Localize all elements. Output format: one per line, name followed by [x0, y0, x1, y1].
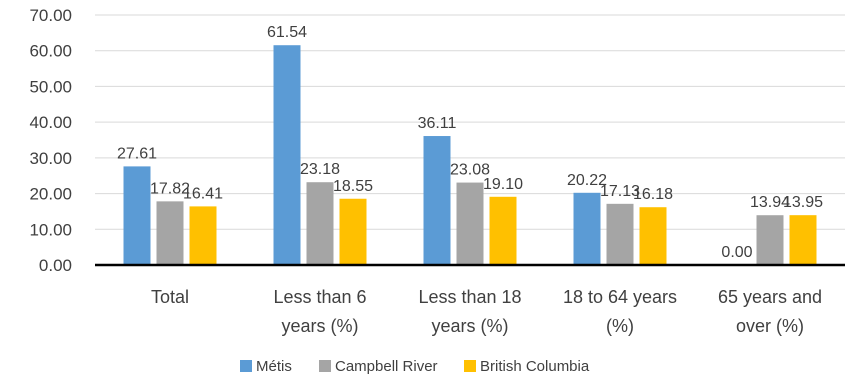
data-label: 16.18 [633, 186, 673, 203]
bar [123, 166, 151, 265]
data-label: 13.95 [783, 194, 823, 211]
data-label: 0.00 [721, 244, 752, 261]
legend-label: Métis [256, 358, 292, 375]
y-tick-label: 60.00 [29, 42, 72, 61]
x-tick-label: years (%) [431, 316, 508, 336]
y-tick-label: 40.00 [29, 113, 72, 132]
x-tick-label: Less than 18 [418, 287, 521, 307]
x-tick-label: 65 years and [718, 287, 822, 307]
y-tick-label: 50.00 [29, 77, 72, 96]
x-tick-label: years (%) [281, 316, 358, 336]
data-label: 61.54 [267, 24, 307, 41]
data-label: 13.94 [750, 194, 790, 211]
legend-label: British Columbia [480, 358, 590, 375]
bar [789, 215, 817, 265]
legend-label: Campbell River [335, 358, 438, 375]
y-tick-label: 0.00 [39, 256, 72, 275]
legend-swatch [240, 360, 252, 372]
bar [756, 215, 784, 265]
data-label: 19.10 [483, 176, 523, 193]
data-label: 36.11 [418, 115, 457, 132]
data-label: 16.41 [183, 185, 223, 202]
x-tick-label: Less than 6 [273, 287, 366, 307]
bar [639, 207, 667, 265]
x-tick-label: 18 to 64 years [563, 287, 677, 307]
data-label: 18.55 [333, 178, 373, 195]
y-tick-label: 30.00 [29, 149, 72, 168]
legend-swatch [319, 360, 331, 372]
bar [423, 136, 451, 265]
x-tick-label: (%) [606, 316, 634, 336]
data-label: 17.13 [600, 183, 640, 200]
bar [273, 45, 301, 265]
data-label: 23.08 [450, 162, 490, 179]
bar [573, 192, 601, 265]
x-tick-label: over (%) [736, 316, 804, 336]
bar [606, 203, 634, 265]
bar [456, 182, 484, 265]
bar [489, 196, 517, 265]
y-tick-label: 10.00 [29, 220, 72, 239]
data-label: 20.22 [567, 172, 607, 189]
y-tick-label: 70.00 [29, 6, 72, 25]
data-label: 27.61 [117, 145, 157, 162]
y-tick-label: 20.00 [29, 185, 72, 204]
x-tick-label: Total [151, 287, 189, 307]
bar [156, 201, 184, 265]
bar [339, 198, 367, 265]
legend-swatch [464, 360, 476, 372]
bar [306, 182, 334, 265]
bar [189, 206, 217, 265]
data-label: 17.82 [150, 180, 190, 197]
data-label: 23.18 [300, 161, 340, 178]
